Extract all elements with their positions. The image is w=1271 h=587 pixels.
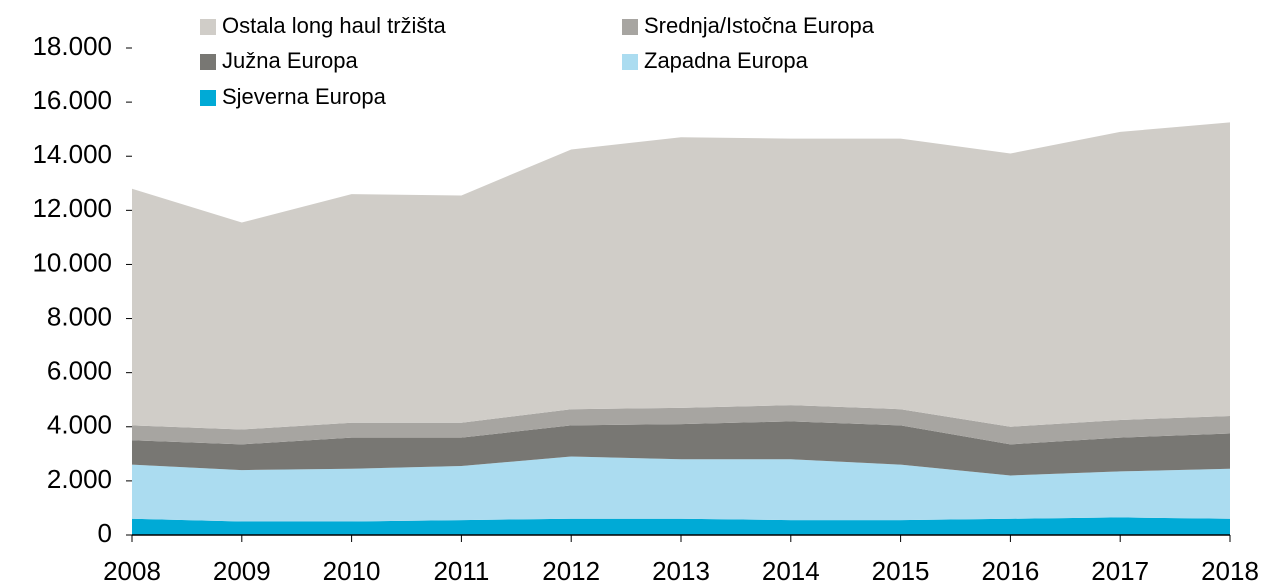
legend-label: Srednja/Istočna Europa bbox=[644, 13, 875, 38]
y-tick-label: 8.000 bbox=[47, 301, 112, 331]
x-tick-label: 2018 bbox=[1201, 556, 1259, 586]
area bbox=[132, 405, 1230, 445]
x-tick-label: 2012 bbox=[542, 556, 600, 586]
legend-label: Zapadna Europa bbox=[644, 48, 809, 73]
legend-swatch bbox=[200, 90, 216, 106]
legend-label: Južna Europa bbox=[222, 48, 359, 73]
legend-label: Ostala long haul tržišta bbox=[222, 13, 447, 38]
x-tick-label: 2008 bbox=[103, 556, 161, 586]
legend-swatch bbox=[622, 19, 638, 35]
y-tick-label: 14.000 bbox=[32, 139, 112, 169]
y-tick-label: 12.000 bbox=[32, 193, 112, 223]
y-tick-label: 4.000 bbox=[47, 410, 112, 440]
area bbox=[132, 517, 1230, 535]
x-tick-label: 2011 bbox=[433, 556, 489, 586]
y-tick-label: 6.000 bbox=[47, 356, 112, 386]
x-tick-label: 2017 bbox=[1091, 556, 1149, 586]
y-tick-label: 0 bbox=[98, 518, 112, 548]
legend-swatch bbox=[200, 19, 216, 35]
y-tick-label: 18.000 bbox=[32, 31, 112, 61]
y-tick-label: 10.000 bbox=[32, 247, 112, 277]
area bbox=[132, 456, 1230, 522]
y-tick-label: 16.000 bbox=[32, 85, 112, 115]
x-tick-label: 2013 bbox=[652, 556, 710, 586]
x-tick-label: 2010 bbox=[323, 556, 381, 586]
x-tick-label: 2016 bbox=[981, 556, 1039, 586]
x-tick-label: 2009 bbox=[213, 556, 271, 586]
x-tick-label: 2014 bbox=[762, 556, 820, 586]
legend-swatch bbox=[622, 54, 638, 70]
x-tick-label: 2015 bbox=[872, 556, 930, 586]
area bbox=[132, 122, 1230, 430]
legend-label: Sjeverna Europa bbox=[222, 84, 387, 109]
y-tick-label: 2.000 bbox=[47, 464, 112, 494]
legend-swatch bbox=[200, 54, 216, 70]
